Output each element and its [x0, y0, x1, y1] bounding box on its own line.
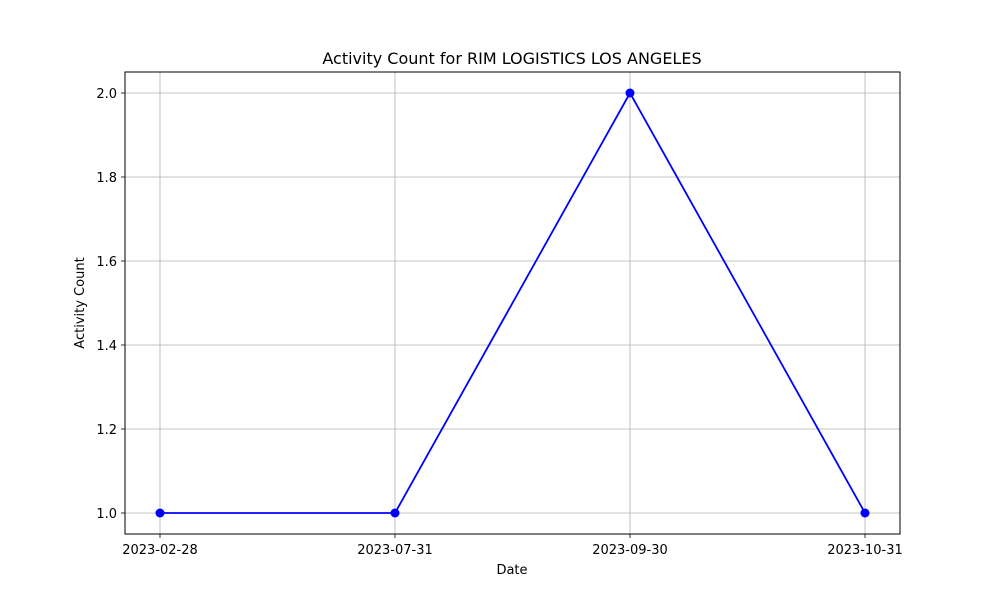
y-tick-label: 2.0	[96, 87, 117, 102]
series-line	[160, 91, 866, 514]
data-point	[625, 88, 635, 98]
plot-frame	[124, 71, 901, 535]
x-axis-label: Date	[496, 563, 527, 578]
y-tick-label: 1.6	[96, 255, 117, 270]
x-tick-label: 2023-10-31	[827, 543, 903, 558]
data-point	[860, 508, 870, 518]
x-axis-ticks: 2023-02-28 2023-07-31 2023-09-30 2023-10-31	[122, 534, 903, 558]
y-tick-label: 1.0	[96, 507, 117, 522]
data-point	[390, 508, 400, 518]
y-tick-label: 1.8	[96, 171, 117, 186]
chart-title: Activity Count for RIM LOGISTICS LOS ANG…	[322, 49, 701, 68]
y-axis-label: Activity Count	[73, 257, 88, 348]
x-tick-label: 2023-07-31	[357, 543, 433, 558]
data-point	[155, 508, 165, 518]
x-tick-label: 2023-09-30	[592, 543, 668, 558]
series-layer	[155, 88, 870, 518]
y-tick-label: 1.2	[96, 423, 117, 438]
x-tick-label: 2023-02-28	[122, 543, 198, 558]
y-tick-label: 1.4	[96, 339, 117, 354]
y-axis-ticks: 1.0 1.2 1.4 1.6 1.8 2.0	[96, 87, 125, 522]
